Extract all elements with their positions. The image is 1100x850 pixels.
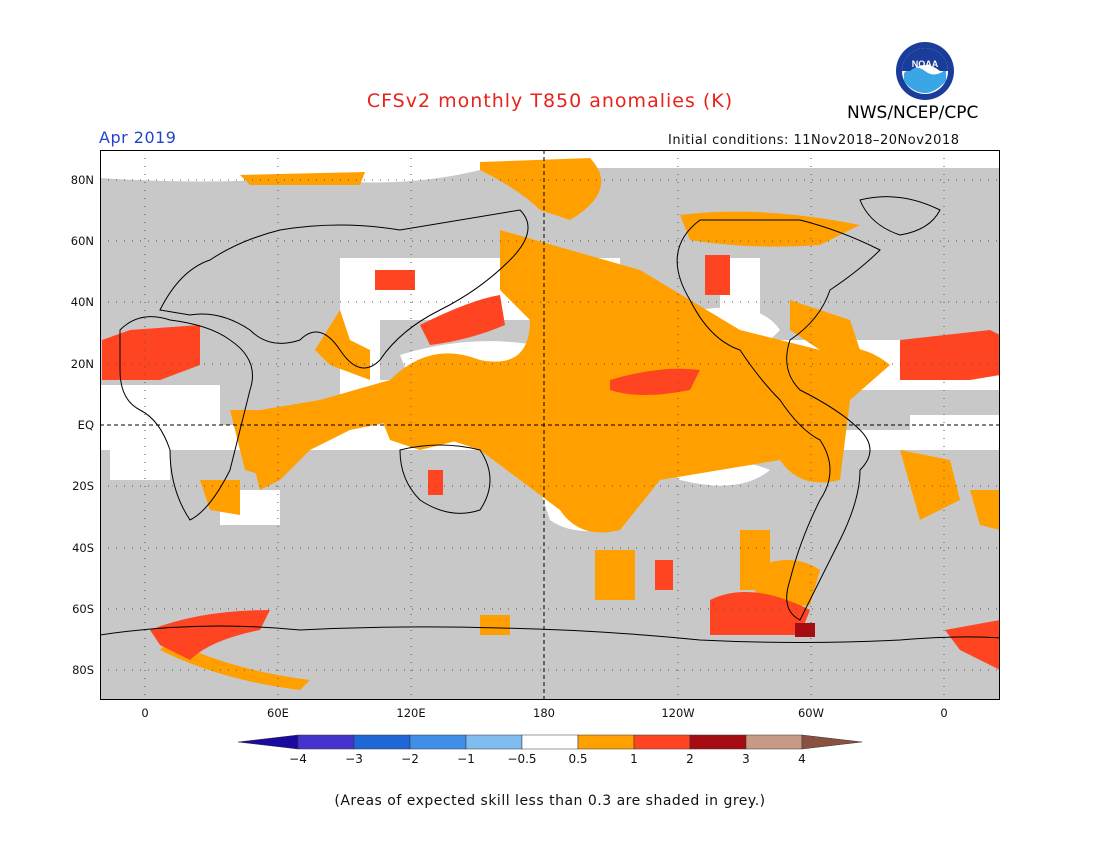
colorbar-label: 0.5 [568,752,588,766]
lat-label-60n: 60N [70,234,94,248]
lat-label-20n: 20N [70,357,94,371]
lon-label-60w: 60W [797,706,824,720]
colorbar-label: −2 [401,752,419,766]
lon-label-0-east: 0 [940,706,948,720]
lat-label-40s: 40S [72,541,94,555]
lon-label-120w: 120W [661,706,695,720]
forecast-month: Apr 2019 [99,128,177,147]
lat-label-40n: 40N [70,295,94,309]
colorbar-label: 1 [630,752,638,766]
anomaly-map [100,150,1000,700]
orange-anomaly-areas [160,158,1000,690]
lat-label-80n: 80N [70,173,94,187]
darkred-anomaly-areas [795,623,815,637]
colorbar-cell-0 [238,734,299,750]
lat-label-eq: EQ [77,418,94,432]
lon-label-60e: 60E [267,706,289,720]
colorbar-cell-10 [801,734,863,750]
colorbar-cell-8 [689,734,747,750]
low-skill-grey-areas [100,168,1000,700]
colorbar-cell-1 [297,734,355,750]
colorbar [238,734,863,750]
colorbar-cell-6 [577,734,635,750]
colorbar-cell-2 [353,734,411,750]
lon-label-0-west: 0 [141,706,149,720]
lat-label-60s: 60S [72,602,94,616]
noaa-logo: NOAA [896,42,954,100]
colorbar-cell-5 [521,734,579,750]
agency-label: NWS/NCEP/CPC [847,103,979,123]
lon-label-180: 180 [533,706,555,720]
lat-label-80s: 80S [72,663,94,677]
red-anomaly-areas [102,255,1000,670]
colorbar-label: 4 [798,752,806,766]
colorbar-label: −3 [345,752,363,766]
initial-conditions: Initial conditions: 11Nov2018–20Nov2018 [668,133,960,148]
colorbar-cell-3 [409,734,467,750]
colorbar-cell-7 [633,734,691,750]
map-title: CFSv2 monthly T850 anomalies (K) [366,90,734,112]
coastlines [100,196,1000,643]
colorbar-label: 2 [686,752,694,766]
colorbar-label: −1 [457,752,475,766]
lat-label-20s: 20S [72,479,94,493]
logo-text: NOAA [912,59,939,69]
lon-label-120e: 120E [396,706,426,720]
skill-note: (Areas of expected skill less than 0.3 a… [334,793,766,809]
colorbar-cell-9 [745,734,803,750]
colorbar-label: −4 [289,752,307,766]
colorbar-label: 3 [742,752,750,766]
colorbar-label: −0.5 [507,752,537,766]
colorbar-cell-4 [465,734,523,750]
